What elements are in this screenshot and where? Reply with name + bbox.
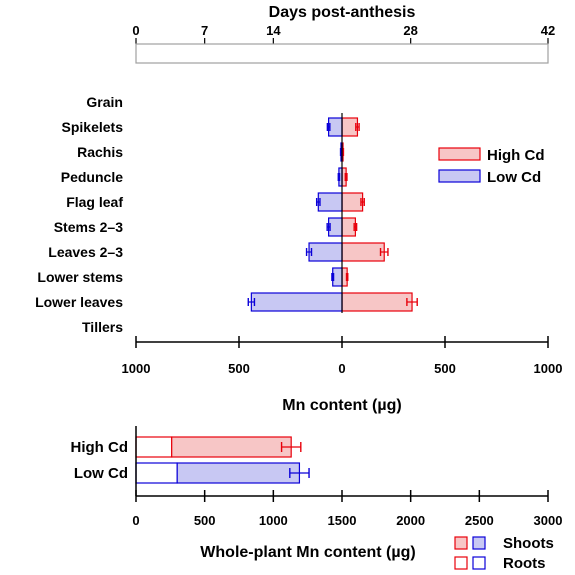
- bar-high-cd-leaves-2-3: [341, 242, 385, 262]
- mn-tick-label: 500: [228, 361, 250, 376]
- category-label-leaves-2-3: Leaves 2–3: [48, 244, 123, 260]
- days-tick-label: 28: [403, 23, 417, 38]
- category-label-rachis: Rachis: [77, 144, 123, 160]
- whole-plant-tick-label: 2500: [465, 513, 494, 528]
- whole-plant-tick-label: 3000: [534, 513, 563, 528]
- days-tick-label: 14: [266, 23, 281, 38]
- mn-tick-label: 500: [434, 361, 456, 376]
- category-label-grain: Grain: [86, 94, 123, 110]
- days-tick-label: 0: [132, 23, 139, 38]
- bar-high-cd-flag-leaf: [341, 192, 364, 212]
- mn-tick-label: 1000: [122, 361, 151, 376]
- days-tick-label: 7: [201, 23, 208, 38]
- bar-roots-high-cd: [135, 436, 173, 458]
- whole-plant-axis-label: Whole-plant Mn content (µg): [200, 544, 415, 561]
- legend-swatch-roots-high-cd: [454, 556, 468, 570]
- bar-shoots-low-cd: [176, 462, 301, 484]
- whole-plant-tick-label: 1500: [328, 513, 357, 528]
- legend-swatch-low-cd: [438, 169, 481, 183]
- legend-label-low-cd: Low Cd: [487, 169, 541, 186]
- category-label-tillers: Tillers: [82, 319, 123, 335]
- whole-plant-tick-label: 0: [132, 513, 139, 528]
- whole-plant-panel: High Cd Low Cd 0 500 1000 1500 2000 2500 3000 W…: [71, 426, 563, 572]
- category-label-lower-stems: Lower stems: [37, 269, 123, 285]
- whole-plant-tick-label: 1000: [259, 513, 288, 528]
- legend-swatch-shoots-low-cd: [472, 536, 486, 550]
- mn-tick-label: 0: [338, 361, 345, 376]
- bar-high-cd-lower-leaves: [341, 292, 413, 312]
- category-label-peduncle: Peduncle: [61, 169, 123, 185]
- days-tick-label: 42: [541, 23, 555, 38]
- whole-plant-tick-label: 2000: [396, 513, 425, 528]
- bar-low-cd-flag-leaf: [317, 192, 343, 212]
- days-timeline-panel: Days post-anthesis 0 7 14 28 42: [132, 4, 555, 64]
- legend-label-shoots: Shoots: [503, 535, 554, 552]
- days-timeline-box: [135, 43, 549, 64]
- category-label-spikelets: Spikelets: [62, 119, 124, 135]
- bar-high-cd-stems-2-3: [341, 217, 356, 237]
- legend-swatch-high-cd: [438, 147, 481, 161]
- legend-swatch-roots-low-cd: [472, 556, 486, 570]
- legend-label-roots: Roots: [503, 555, 546, 572]
- days-axis-label: Days post-anthesis: [269, 4, 416, 21]
- legend-swatch-shoots-high-cd: [454, 536, 468, 550]
- bar-low-cd-leaves-2-3: [308, 242, 343, 262]
- whole-plant-label-high-cd: High Cd: [71, 439, 129, 456]
- category-label-flag-leaf: Flag leaf: [66, 194, 123, 210]
- tissue-mn-panel: Grain Spikelets Rachis Peduncle Flag leaf Ste…: [35, 94, 562, 414]
- legend-label-high-cd: High Cd: [487, 147, 545, 164]
- bar-low-cd-lower-leaves: [250, 292, 343, 312]
- mn-tick-label: 1000: [534, 361, 563, 376]
- bar-low-cd-spikelets: [328, 117, 343, 137]
- whole-plant-tick-label: 500: [194, 513, 216, 528]
- category-label-lower-leaves: Lower leaves: [35, 294, 123, 310]
- bar-roots-low-cd: [135, 462, 178, 484]
- bar-shoots-high-cd: [171, 436, 292, 458]
- category-label-stems-2-3: Stems 2–3: [54, 219, 123, 235]
- mn-content-axis-label: Mn content (µg): [282, 397, 401, 414]
- whole-plant-label-low-cd: Low Cd: [74, 465, 128, 482]
